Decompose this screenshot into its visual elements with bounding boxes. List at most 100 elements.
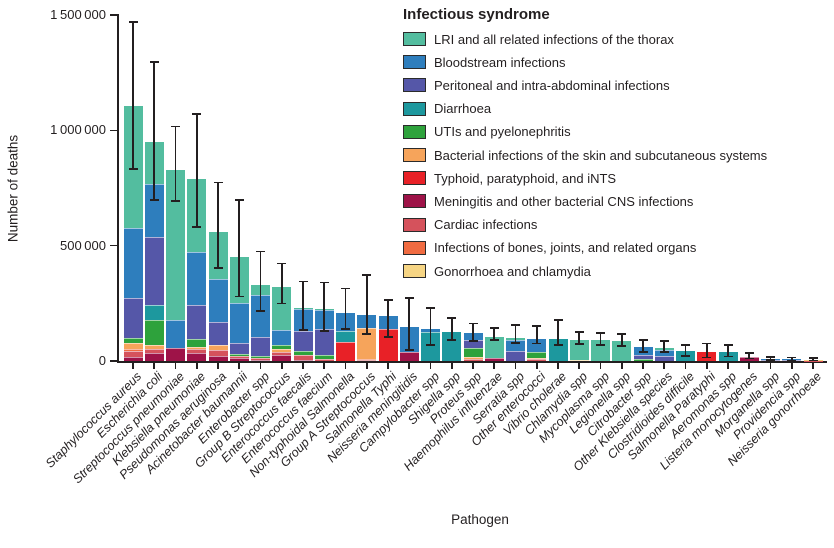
error-bar-cap-bottom [596,344,605,346]
error-bar-cap-bottom [298,329,308,331]
x-axis-tick [132,363,134,369]
error-bar-cap-top [383,299,393,301]
bar-segment-skin [123,342,143,350]
bar-segment-mening [208,356,228,361]
error-bar-line [663,340,666,353]
bar-segment-perit [229,342,249,355]
bar-segment-bones [123,349,143,352]
error-bar-cap-bottom [128,168,138,170]
error-bar-cap-bottom [192,226,202,228]
bar-segment-mening [123,357,143,361]
bar-segment-cardiac [251,358,270,360]
y-axis-tick [109,14,117,16]
bar-segment-cardiac [123,351,143,358]
error-bar-cap-bottom [511,342,520,345]
error-bar-cap-bottom [468,340,478,342]
bar-segment-diarr [336,331,355,342]
x-axis-tick [429,363,432,369]
legend-swatch-uti [403,124,426,139]
legend-item-gono: Gonorrhoea and chlamydia [403,264,591,279]
bar-segment-mening [272,354,292,361]
error-bar-cap-top [171,125,180,128]
error-bar-cap-top [723,344,733,346]
error-bar-cap-bottom [319,330,329,332]
legend-item-label: Meningitis and other bacterial CNS infec… [434,193,694,209]
x-axis-tick [578,363,581,369]
bar-segment-diarr [548,339,568,361]
bar-segment-perit [187,305,207,339]
error-bar-cap-bottom [808,359,818,362]
bar-segment-uti [293,351,313,355]
error-bar-line [429,307,432,346]
bar-segment-mening [144,353,164,361]
error-bar-line [790,357,793,361]
error-bar-line [620,334,623,346]
x-axis-tick [535,363,538,369]
bar-segment-mening [251,359,270,361]
bar-segment-lri [569,340,589,360]
x-axis-tick [450,363,453,369]
bar-segment-blood [144,183,164,238]
error-bar-cap-bottom [659,351,669,354]
legend-swatch-diarr [403,101,426,116]
y-axis-tick-label: 500 000 [60,237,106,253]
legend-item-label: Peritoneal and intra-abdominal infection… [434,77,670,93]
x-axis-tick [153,363,156,369]
error-bar-cap-top [426,307,435,309]
error-bar-cap-top [702,342,712,345]
bar-segment-perit [293,331,313,352]
bar-segment-mening [229,357,249,361]
bar-segment-cardiac [144,349,164,354]
x-axis-tick [812,363,814,369]
x-axis-tick [642,363,644,369]
bar-segment-blood [208,278,228,323]
error-bar-line [535,325,538,344]
bar-segment-uti [251,356,270,359]
bar-24 [612,340,632,361]
y-axis-tick-label: 0 [98,353,106,368]
legend-item-label: UTIs and pyelonephritis [434,124,571,140]
legend-item-label: Diarrhoea [434,101,492,117]
error-bar-line [727,344,729,357]
x-axis-tick [769,363,772,369]
error-bar-cap-bottom [256,310,265,312]
error-bar-cap-top [617,333,627,335]
legend-item-perit: Peritoneal and intra-abdominal infection… [403,77,670,93]
legend-item-label: Cardiac infections [434,217,538,233]
bar-segment-uti [229,354,249,356]
x-axis-tick [557,363,559,369]
bar-segment-uti [123,337,143,343]
bar-segment-lri [166,169,185,320]
error-bar-cap-bottom [723,355,733,358]
bar-segment-perit [208,322,228,346]
bar-segment-bones [357,358,377,360]
error-bar-cap-bottom [553,344,563,346]
error-bar-cap-top [319,281,329,284]
bar-segment-cardiac [208,350,228,357]
error-bar-cap-top [744,352,754,354]
error-bar-line [195,113,198,228]
error-bar-cap-bottom [277,302,287,305]
legend-swatch-perit [403,78,426,93]
bar-segment-blood [187,251,207,306]
bar-segment-skin [208,345,228,351]
x-axis-tick [365,363,368,369]
error-bar-cap-bottom [383,335,393,338]
bar-segment-mening [166,348,185,361]
bar-segment-cardiac [357,359,377,361]
error-bar-line [302,281,304,331]
error-bar-cap-bottom [744,357,754,360]
bar-segment-skin [463,357,483,360]
bar-segment-mening [399,351,419,361]
bar-segment-blood [527,339,547,353]
legend-swatch-mening [403,194,426,209]
error-bar-line [578,331,581,344]
error-bar-cap-top [149,61,159,63]
error-bar-cap-top [808,357,818,360]
error-bar-line [557,319,559,346]
error-bar-cap-bottom [617,345,627,347]
x-axis-tick [344,363,347,369]
bar-segment-diarr [442,331,462,361]
bar-segment-cardiac [187,349,207,353]
